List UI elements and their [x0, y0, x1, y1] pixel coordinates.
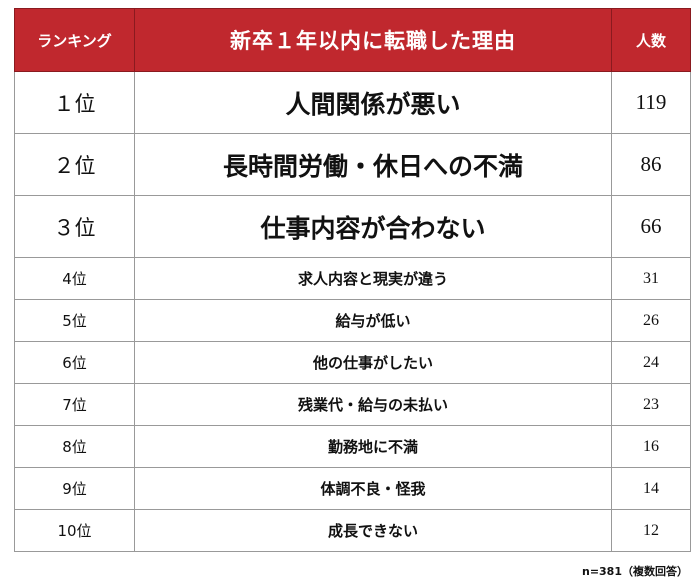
reason-column-header: 新卒１年以内に転職した理由: [134, 8, 612, 72]
rank-cell: １位: [14, 71, 135, 134]
sample-size-note: n=381（複数回答）: [581, 565, 688, 578]
count-cell: 12: [611, 509, 691, 552]
rank-cell: 7位: [14, 383, 135, 426]
table-row: ２位 長時間労働・休日への不満 86: [14, 133, 691, 196]
count-cell: 24: [611, 341, 691, 384]
rank-cell: 8位: [14, 425, 135, 468]
count-cell: 66: [611, 195, 691, 258]
table-row: 5位 給与が低い 26: [14, 299, 691, 342]
reason-cell: 他の仕事がしたい: [134, 341, 612, 384]
ranking-table-container: ランキング 新卒１年以内に転職した理由 人数 １位 人間関係が悪い 119 ２位 長時間…: [14, 8, 691, 552]
count-column-header: 人数: [611, 8, 691, 72]
reason-cell: 成長できない: [134, 509, 612, 552]
count-cell: 23: [611, 383, 691, 426]
reason-cell: 勤務地に不満: [134, 425, 612, 468]
table-header-row: ランキング 新卒１年以内に転職した理由 人数: [14, 8, 691, 72]
reason-cell: 長時間労働・休日への不満: [134, 133, 612, 196]
reason-cell: 体調不良・怪我: [134, 467, 612, 510]
rank-cell: ３位: [14, 195, 135, 258]
count-cell: 31: [611, 257, 691, 300]
rank-cell: 5位: [14, 299, 135, 342]
table-row: 8位 勤務地に不満 16: [14, 425, 691, 468]
table-row: 6位 他の仕事がしたい 24: [14, 341, 691, 384]
reason-cell: 給与が低い: [134, 299, 612, 342]
table-row: 4位 求人内容と現実が違う 31: [14, 257, 691, 300]
count-cell: 14: [611, 467, 691, 510]
reason-cell: 仕事内容が合わない: [134, 195, 612, 258]
table-row: 9位 体調不良・怪我 14: [14, 467, 691, 510]
reason-cell: 求人内容と現実が違う: [134, 257, 612, 300]
count-cell: 26: [611, 299, 691, 342]
rank-cell: 9位: [14, 467, 135, 510]
reason-cell: 人間関係が悪い: [134, 71, 612, 134]
table-row: ３位 仕事内容が合わない 66: [14, 195, 691, 258]
ranking-table: ランキング 新卒１年以内に転職した理由 人数 １位 人間関係が悪い 119 ２位 長時間…: [14, 8, 691, 552]
rank-cell: 6位: [14, 341, 135, 384]
count-cell: 86: [611, 133, 691, 196]
rank-cell: 4位: [14, 257, 135, 300]
count-cell: 119: [611, 71, 691, 134]
rank-column-header: ランキング: [14, 8, 135, 72]
table-row: 10位 成長できない 12: [14, 509, 691, 552]
reason-cell: 残業代・給与の未払い: [134, 383, 612, 426]
rank-cell: 10位: [14, 509, 135, 552]
table-body: １位 人間関係が悪い 119 ２位 長時間労働・休日への不満 86 ３位 仕事内容が合わない 6…: [14, 71, 691, 552]
count-cell: 16: [611, 425, 691, 468]
table-row: 7位 残業代・給与の未払い 23: [14, 383, 691, 426]
table-row: １位 人間関係が悪い 119: [14, 71, 691, 134]
rank-cell: ２位: [14, 133, 135, 196]
